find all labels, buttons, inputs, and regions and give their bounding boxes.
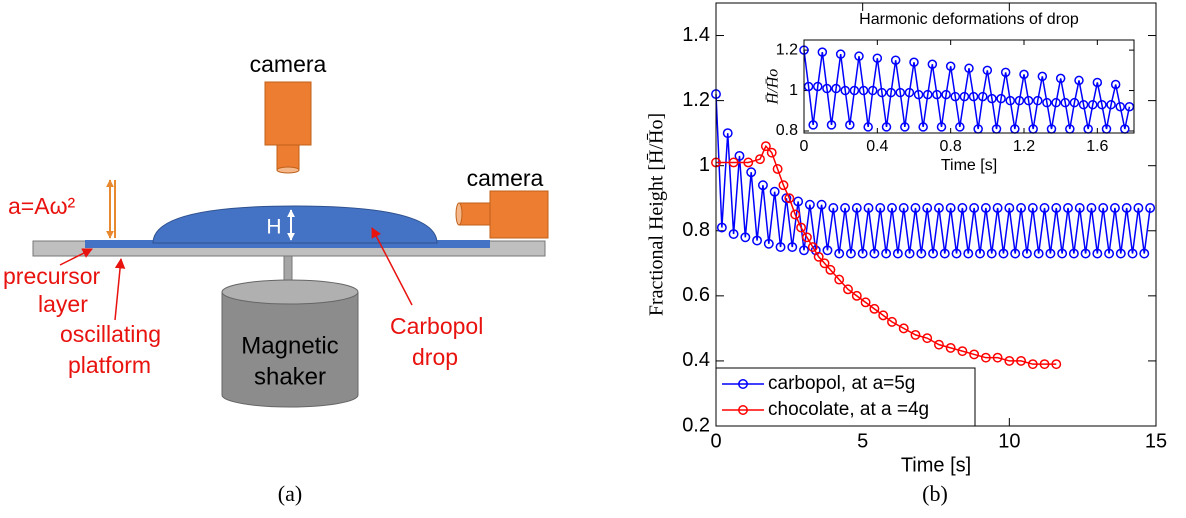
label: camera [467, 165, 544, 191]
lens-tip [456, 203, 462, 225]
legend-label: chocolate, at a =4g [768, 399, 929, 420]
x-tick-label: 1.6 [1086, 138, 1108, 155]
y-tick-label: 0.2 [682, 414, 710, 436]
shaker-stem [284, 254, 292, 284]
camera-body [265, 82, 311, 145]
y-tick-label: 1.2 [776, 41, 798, 58]
label: a=Aω² [8, 193, 76, 219]
legend-label: carbopol, at a=5g [768, 373, 915, 394]
x-tick-label: 10 [998, 430, 1020, 452]
caption: (a) [278, 481, 302, 506]
camera-lens [459, 203, 490, 225]
y-tick-label: 1 [699, 154, 710, 176]
y-tick-label: 1.2 [682, 89, 710, 111]
x-tick-label: 1.2 [1013, 138, 1035, 155]
x-axis-label: Time [s] [941, 157, 997, 174]
page: camera camera Magnetic shaker H a=Aω² pr… [0, 0, 1186, 518]
y-tick-label: 1.4 [682, 24, 710, 46]
x-tick-label: 0.8 [940, 138, 962, 155]
camera-lens [277, 145, 299, 170]
y-axis-label: Fractional Height [H̄/H̄o] [646, 113, 668, 316]
legend: carbopol, at a=5g chocolate, at a =4g [716, 368, 975, 426]
camera-body [490, 191, 548, 238]
chart-title: Harmonic deformations of drop [859, 11, 1079, 28]
y-tick-label: 0.6 [682, 284, 710, 306]
y-axis-label: H̄/H̄o [765, 69, 782, 106]
label: camera [250, 51, 327, 77]
label: layer [38, 291, 88, 317]
lens-tip [277, 167, 299, 173]
y-tick-label: 0.8 [776, 122, 798, 139]
label: Carbopol [390, 313, 483, 339]
series-line [716, 146, 1056, 364]
label: oscillating [60, 321, 161, 347]
x-tick-label: 5 [857, 430, 868, 452]
x-axis-label: Time [s] [901, 454, 971, 476]
label: shaker [254, 363, 326, 390]
y-tick-label: 0.4 [682, 349, 710, 371]
y-tick-label: 1 [789, 82, 798, 99]
x-tick-label: 15 [1145, 430, 1167, 452]
drop [153, 206, 437, 243]
setup-diagram: camera camera Magnetic shaker H a=Aω² pr… [3, 51, 548, 407]
caption: (b) [922, 481, 948, 506]
x-tick-label: 0.4 [866, 138, 888, 155]
label: precursor [3, 263, 100, 289]
pointer [115, 259, 121, 320]
label: Magnetic [241, 332, 338, 359]
x-tick-label: 0 [710, 430, 721, 452]
shaker-top [222, 280, 358, 304]
label: drop [412, 344, 458, 370]
chart: Harmonic deformations of drop 0 0.4 0.8 1.2 1… [765, 11, 1134, 174]
x-tick-label: 0 [800, 138, 809, 155]
figure: camera camera Magnetic shaker H a=Aω² pr… [0, 0, 1186, 518]
label: H [266, 216, 281, 239]
y-tick-label: 0.8 [682, 219, 710, 241]
label: platform [68, 352, 151, 378]
